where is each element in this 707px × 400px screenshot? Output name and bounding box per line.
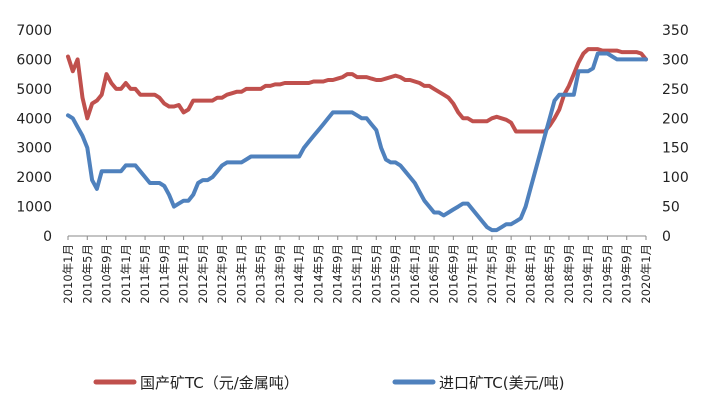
x-tick-label: 2012年9月: [215, 244, 229, 304]
x-tick-label: 2015年5月: [369, 244, 383, 304]
legend-label: 进口矿TC(美元/吨): [439, 374, 565, 392]
x-tick-label: 2016年1月: [408, 244, 422, 304]
x-tick-label: 2013年5月: [254, 244, 268, 304]
y-right-tick-label: 100: [662, 170, 689, 186]
y-right-tick-label: 250: [662, 82, 689, 98]
legend-label: 国产矿TC（元/金属吨）: [140, 374, 299, 392]
x-tick-label: 2015年1月: [350, 244, 364, 304]
x-tick-label: 2014年5月: [311, 244, 325, 304]
x-tick-label: 2017年1月: [466, 244, 480, 304]
x-tick-label: 2012年5月: [196, 244, 210, 304]
x-tick-label: 2013年9月: [273, 244, 287, 304]
y-left-tick-label: 5000: [16, 82, 52, 98]
x-tick-label: 2011年9月: [157, 244, 171, 304]
x-tick-label: 2014年1月: [292, 244, 306, 304]
y-left-tick-label: 7000: [16, 23, 52, 39]
right-y-axis: 0 50 100 150 200 250 300 350: [662, 23, 689, 245]
x-tick-label: 2011年1月: [119, 244, 133, 304]
x-tick-label: 2019年1月: [581, 244, 595, 304]
x-tick-label: 2018年1月: [523, 244, 537, 304]
x-tick-label: 2017年9月: [504, 244, 518, 304]
x-tick-label: 2016年9月: [446, 244, 460, 304]
y-left-tick-label: 1000: [16, 200, 52, 216]
y-right-tick-label: 300: [662, 52, 689, 68]
y-left-tick-label: 3000: [16, 141, 52, 157]
y-left-tick-label: 4000: [16, 111, 52, 127]
y-right-tick-label: 150: [662, 141, 689, 157]
x-tick-label: 2013年1月: [234, 244, 248, 304]
x-tick-label: 2012年1月: [177, 244, 191, 304]
x-tick-label: 2018年5月: [543, 244, 557, 304]
x-tick-label: 2014年9月: [331, 244, 345, 304]
x-tick-label: 2015年9月: [389, 244, 403, 304]
legend: 国产矿TC（元/金属吨） 进口矿TC(美元/吨): [93, 374, 565, 392]
y-right-tick-label: 350: [662, 23, 689, 39]
y-right-tick-label: 50: [662, 200, 680, 216]
y-right-tick-label: 200: [662, 111, 689, 127]
series-line-domestic-tc: [66, 47, 648, 134]
left-y-axis: 0 1000 2000 3000 4000 5000 6000 7000: [16, 23, 52, 245]
x-axis: 2010年1月 2010年5月 2010年9月 2011年1月 2011年5月 2011年…: [61, 236, 653, 304]
y-left-tick-label: 2000: [16, 170, 52, 186]
x-tick-label: 2010年9月: [100, 244, 114, 304]
x-tick-label: 2010年1月: [61, 244, 75, 304]
x-tick-label: 2018年9月: [562, 244, 576, 304]
y-right-tick-label: 0: [662, 229, 671, 245]
x-tick-label: 2017年5月: [485, 244, 499, 304]
y-left-tick-label: 0: [43, 229, 52, 245]
x-tick-label: 2019年9月: [620, 244, 634, 304]
x-tick-label: 2020年1月: [639, 244, 653, 304]
series-lines: [66, 47, 648, 233]
x-tick-label: 2016年5月: [427, 244, 441, 304]
series-line-import-tc: [66, 51, 648, 233]
y-left-tick-label: 6000: [16, 52, 52, 68]
x-tick-label: 2010年5月: [80, 244, 94, 304]
x-tick-label: 2011年5月: [138, 244, 152, 304]
x-tick-label: 2019年5月: [600, 244, 614, 304]
